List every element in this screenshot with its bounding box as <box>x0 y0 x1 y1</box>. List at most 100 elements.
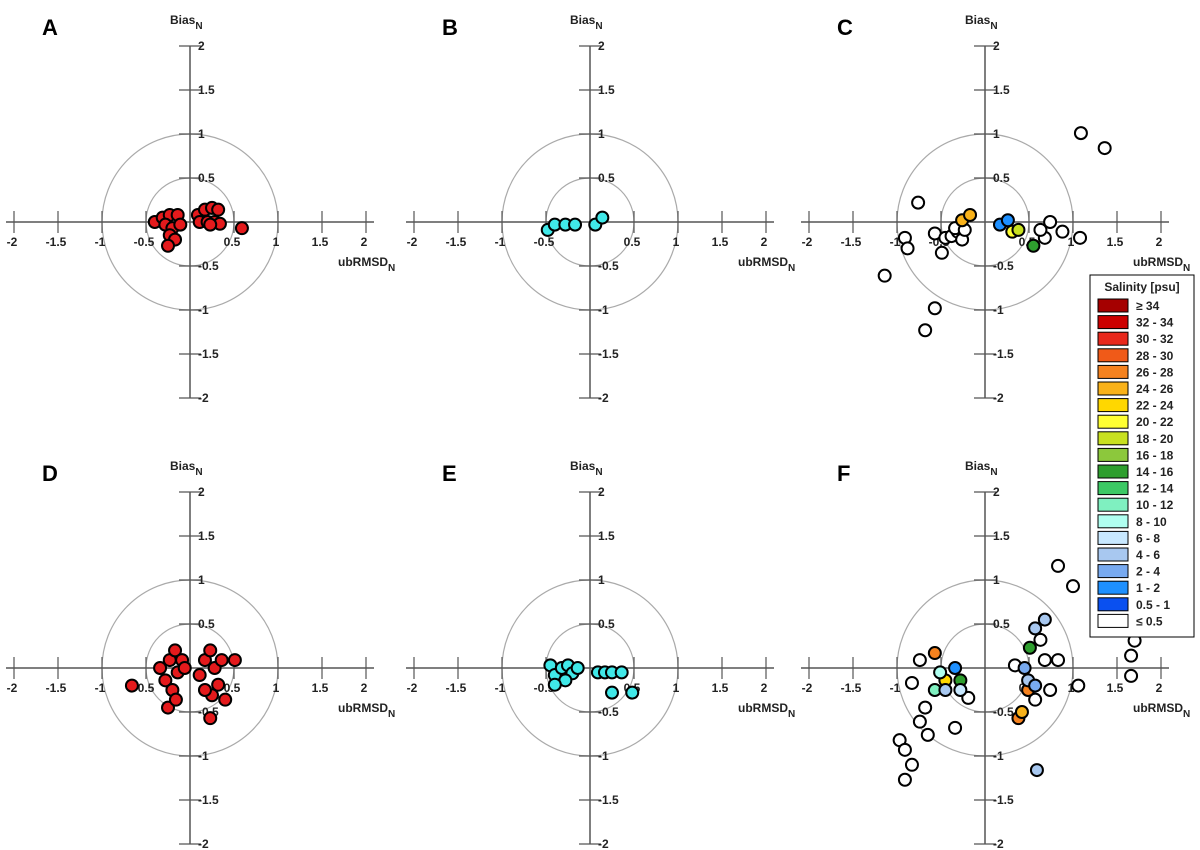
legend-label: 10 - 12 <box>1136 498 1174 512</box>
x-tick-label: 1.5 <box>312 681 329 695</box>
x-tick-label: -0.5 <box>134 681 155 695</box>
data-point <box>1037 653 1052 668</box>
x-tick-label: 1.5 <box>1107 681 1124 695</box>
legend-swatch <box>1097 315 1129 330</box>
target-diagram: D-2-1.5-1-0.50.511.5221.510.5-0.5-1-1.5-… <box>6 459 395 850</box>
data-point <box>173 217 188 232</box>
x-tick-label: -0.5 <box>134 235 155 249</box>
data-point <box>900 241 915 256</box>
x-axis-label: ubRMSDN <box>1133 255 1190 274</box>
x-tick-label: 1 <box>673 235 680 249</box>
x-tick-label: -1 <box>95 681 106 695</box>
y-tick-label: 1.5 <box>598 529 615 543</box>
y-tick-label: 0.5 <box>198 171 215 185</box>
x-tick-label: 2 <box>1156 235 1163 249</box>
legend-swatch <box>1097 597 1129 612</box>
y-label-sub: N <box>195 467 202 478</box>
data-point <box>158 673 173 688</box>
x-tick-label: 2 <box>761 681 768 695</box>
x-tick-label: 0.5 <box>224 681 241 695</box>
x-tick-label: -2 <box>802 681 813 695</box>
data-point <box>1051 558 1066 573</box>
legend-swatch <box>1097 514 1129 529</box>
legend-label: 22 - 24 <box>1136 399 1174 413</box>
y-axis-label: BiasN <box>570 459 603 478</box>
x-tick-label: 1 <box>1068 235 1075 249</box>
legend-swatch <box>1097 447 1129 462</box>
panel-label: F <box>837 461 850 486</box>
data-point <box>1097 141 1112 156</box>
data-point <box>124 678 139 693</box>
x-tick-label: -1.5 <box>46 235 67 249</box>
data-point <box>605 685 619 700</box>
legend-swatch <box>1097 530 1129 545</box>
y-tick-label: 1.5 <box>198 529 215 543</box>
data-point <box>1124 668 1139 683</box>
x-tick-label: 2 <box>1156 681 1163 695</box>
y-label-sub: N <box>195 21 202 32</box>
y-tick-label: 1.5 <box>993 529 1010 543</box>
x-label-text: ubRMSD <box>1133 701 1183 715</box>
x-axis-label: ubRMSDN <box>1133 701 1190 720</box>
data-point <box>1029 763 1044 778</box>
panel-label: C <box>837 15 853 40</box>
data-point <box>177 661 192 675</box>
x-tick-label: -1.5 <box>446 235 467 249</box>
y-label-sub: N <box>595 467 602 478</box>
y-tick-label: 1 <box>598 573 605 587</box>
x-label-sub: N <box>388 263 395 274</box>
target-diagram: C-2 -1.5 -1 -0.5 0.5 1 1.5 221.510.5-0.5-1-1.5-… <box>801 13 1190 405</box>
x-tick-label: 1.5 <box>1107 235 1124 249</box>
data-point <box>877 268 892 283</box>
data-point <box>1071 678 1086 693</box>
x-tick-label: 1.5 <box>312 235 329 249</box>
legend-swatch <box>1097 497 1129 512</box>
y-axis-label: BiasN <box>170 13 203 32</box>
data-point <box>963 207 978 222</box>
y-tick-label: -2 <box>598 837 609 850</box>
y-label-text: Bias <box>965 13 991 27</box>
data-point <box>547 677 562 692</box>
legend-swatch <box>1097 414 1129 429</box>
y-tick-label: -2 <box>598 391 609 405</box>
y-tick-label: -2 <box>993 837 1004 850</box>
x-tick-label: -1 <box>890 235 901 249</box>
y-tick-label: 0.5 <box>198 617 215 631</box>
target-diagram: F-2-1.5-1-0.50.511.5221.510.5-0.5-1-1.5-… <box>801 459 1190 850</box>
data-point <box>1051 653 1066 668</box>
x-tick-label: -2 <box>7 681 18 695</box>
data-point <box>1000 213 1015 228</box>
data-point <box>197 683 212 697</box>
data-point <box>1011 222 1026 237</box>
data-point <box>1028 621 1043 636</box>
data-point <box>948 661 963 675</box>
data-point <box>1066 579 1080 594</box>
data-point <box>203 643 218 658</box>
x-tick-label: -1 <box>890 681 901 695</box>
x-tick-label: -2 <box>802 235 813 249</box>
legend-label: 24 - 26 <box>1136 382 1174 396</box>
data-point <box>912 653 927 668</box>
data-point <box>203 217 218 232</box>
y-axis-label: BiasN <box>965 13 998 32</box>
legend-label: ≤ 0.5 <box>1136 614 1163 628</box>
y-label-text: Bias <box>570 459 596 473</box>
legend-label: 14 - 16 <box>1136 465 1174 479</box>
legend-label: 12 - 14 <box>1136 482 1174 496</box>
x-tick-label: -1 <box>495 235 506 249</box>
data-point <box>614 665 629 680</box>
panel-label: E <box>442 461 457 486</box>
x-axis-label: ubRMSDN <box>338 255 395 274</box>
x-label-text: ubRMSD <box>738 255 788 269</box>
y-tick-label: -0.5 <box>598 259 619 273</box>
data-point <box>1073 230 1088 245</box>
y-tick-label: -1 <box>198 749 209 763</box>
data-point <box>1124 648 1139 663</box>
y-tick-label: -1.5 <box>993 347 1014 361</box>
legend-swatch <box>1097 613 1129 628</box>
data-point <box>570 661 585 675</box>
y-tick-label: -0.5 <box>993 259 1014 273</box>
x-tick-label: 0.5 <box>624 235 641 249</box>
y-tick-label: 2 <box>993 485 1000 499</box>
x-label-sub: N <box>1183 263 1190 274</box>
